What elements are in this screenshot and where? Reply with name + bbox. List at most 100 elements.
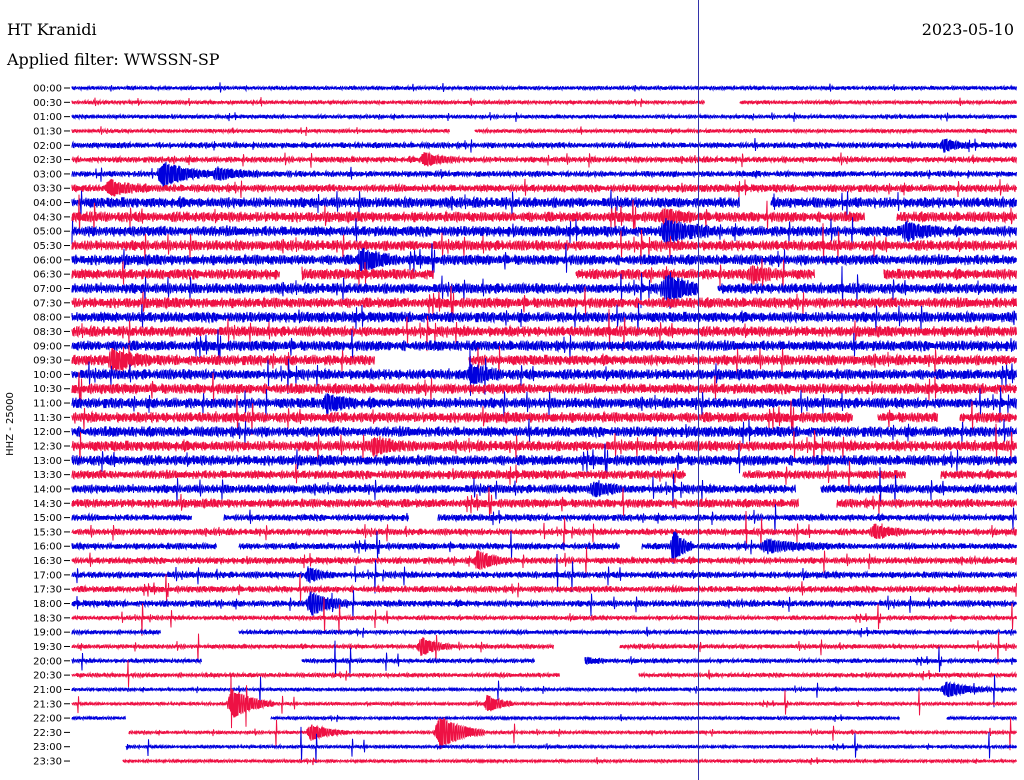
seismic-traces (71, 82, 1017, 766)
trace-row-1500 (71, 504, 1017, 535)
trace-row-1100 (71, 387, 1017, 423)
tick-label: 11:30 (33, 413, 62, 424)
tick-label: 18:00 (33, 599, 62, 610)
trace-row-2300 (125, 726, 1017, 764)
tick-label: 11:00 (33, 399, 62, 410)
tick-label: 16:30 (33, 556, 62, 567)
trace-row-0230 (71, 151, 1017, 168)
trace-row-0930 (71, 344, 1017, 378)
tick-label: 13:00 (33, 456, 62, 467)
trace-row-1600 (71, 530, 1017, 564)
trace-row-0330 (71, 178, 1017, 198)
tick-label: 02:00 (33, 141, 62, 152)
tick-label: 23:00 (33, 742, 62, 753)
trace-row-0430 (71, 194, 1017, 235)
filter-name: WWSSN-SP (123, 50, 220, 69)
trace-row-0100 (71, 112, 1017, 122)
trace-row-1230 (71, 423, 1017, 466)
trace-row-1700 (71, 553, 1017, 594)
tick-label: 17:30 (33, 585, 62, 596)
tick-label: 01:00 (33, 112, 62, 123)
time-axis: 00:00 00:30 01:00 01:30 02:00 02:30 03:00 03:30… (33, 84, 70, 768)
trace-row-0600 (71, 242, 1017, 274)
trace-row-1300 (71, 443, 1017, 474)
tick-label: 01:30 (33, 127, 62, 138)
tick-label: 00:30 (33, 98, 62, 109)
tick-label: 21:00 (33, 685, 62, 696)
tick-label: 07:00 (33, 284, 62, 295)
trace-row-0530 (71, 223, 1017, 266)
trace-row-0200 (71, 138, 1017, 153)
trace-row-0630 (71, 258, 1017, 293)
tick-label: 18:30 (33, 613, 62, 624)
tick-label: 14:30 (33, 499, 62, 510)
tick-label: 16:00 (33, 542, 62, 553)
tick-label: 12:30 (33, 442, 62, 453)
tick-label: 10:00 (33, 370, 62, 381)
trace-row-0400 (71, 189, 1017, 218)
trace-row-2330 (122, 757, 1017, 766)
trace-row-0900 (71, 328, 1017, 360)
tick-label: 07:30 (33, 298, 62, 309)
trace-row-0130 (71, 126, 1017, 137)
tick-label: 08:30 (33, 327, 62, 338)
tick-label: 06:30 (33, 270, 62, 281)
tick-label: 20:00 (33, 656, 62, 667)
tick-label: 22:00 (33, 714, 62, 725)
trace-row-1830 (71, 597, 1017, 636)
tick-label: 00:00 (33, 84, 62, 95)
trace-row-0800 (71, 303, 1017, 335)
tick-label: 06:00 (33, 255, 62, 266)
tick-label: 10:30 (33, 384, 62, 395)
tick-label: 20:30 (33, 671, 62, 682)
trace-row-1200 (71, 418, 1017, 445)
trace-row-0030 (71, 97, 1017, 108)
tick-label: 09:30 (33, 356, 62, 367)
tick-label: 17:00 (33, 570, 62, 581)
tick-label: 04:30 (33, 212, 62, 223)
trace-row-1900 (71, 626, 1017, 638)
trace-row-0830 (71, 309, 1017, 352)
tick-label: 23:30 (33, 757, 62, 768)
tick-label: 21:30 (33, 699, 62, 710)
tick-label: 05:30 (33, 241, 62, 252)
trace-row-1430 (71, 487, 1017, 517)
trace-row-0730 (71, 285, 1017, 317)
y-axis-label: HHZ - 25000 (5, 392, 16, 456)
trace-row-1030 (71, 371, 1017, 403)
tick-label: 19:30 (33, 642, 62, 653)
date-label: 2023-05-10 (921, 20, 1014, 39)
trace-row-1000 (71, 347, 1017, 396)
trace-row-1800 (71, 590, 1017, 621)
tick-label: 08:00 (33, 313, 62, 324)
trace-row-2130 (71, 673, 1017, 729)
trace-row-1330 (71, 460, 1017, 492)
tick-label: 04:00 (33, 198, 62, 209)
trace-row-1400 (71, 467, 1017, 509)
trace-row-2000 (71, 640, 1017, 678)
trace-row-0000 (71, 82, 1017, 93)
trace-row-0500 (71, 217, 1017, 249)
trace-row-2030 (71, 660, 1017, 688)
trace-row-0700 (71, 266, 1017, 309)
tick-label: 14:00 (33, 485, 62, 496)
tick-label: 09:00 (33, 341, 62, 352)
trace-row-1730 (71, 573, 1017, 602)
filter-prefix: Applied filter: (7, 50, 119, 69)
tick-label: 13:30 (33, 470, 62, 481)
tick-label: 15:30 (33, 527, 62, 538)
filter-label: Applied filter: WWSSN-SP (7, 52, 220, 68)
tick-label: 22:30 (33, 728, 62, 739)
trace-row-2100 (71, 675, 1017, 708)
tick-label: 05:00 (33, 227, 62, 238)
trace-row-2230 (128, 717, 1017, 751)
trace-row-1530 (71, 510, 1017, 551)
tick-label: 02:30 (33, 155, 62, 166)
trace-row-2200 (71, 714, 1017, 723)
tick-label: 03:30 (33, 184, 62, 195)
trace-row-1930 (71, 631, 1017, 665)
trace-row-1130 (71, 394, 1017, 436)
tick-label: 03:00 (33, 169, 62, 180)
tick-label: 19:00 (33, 628, 62, 639)
